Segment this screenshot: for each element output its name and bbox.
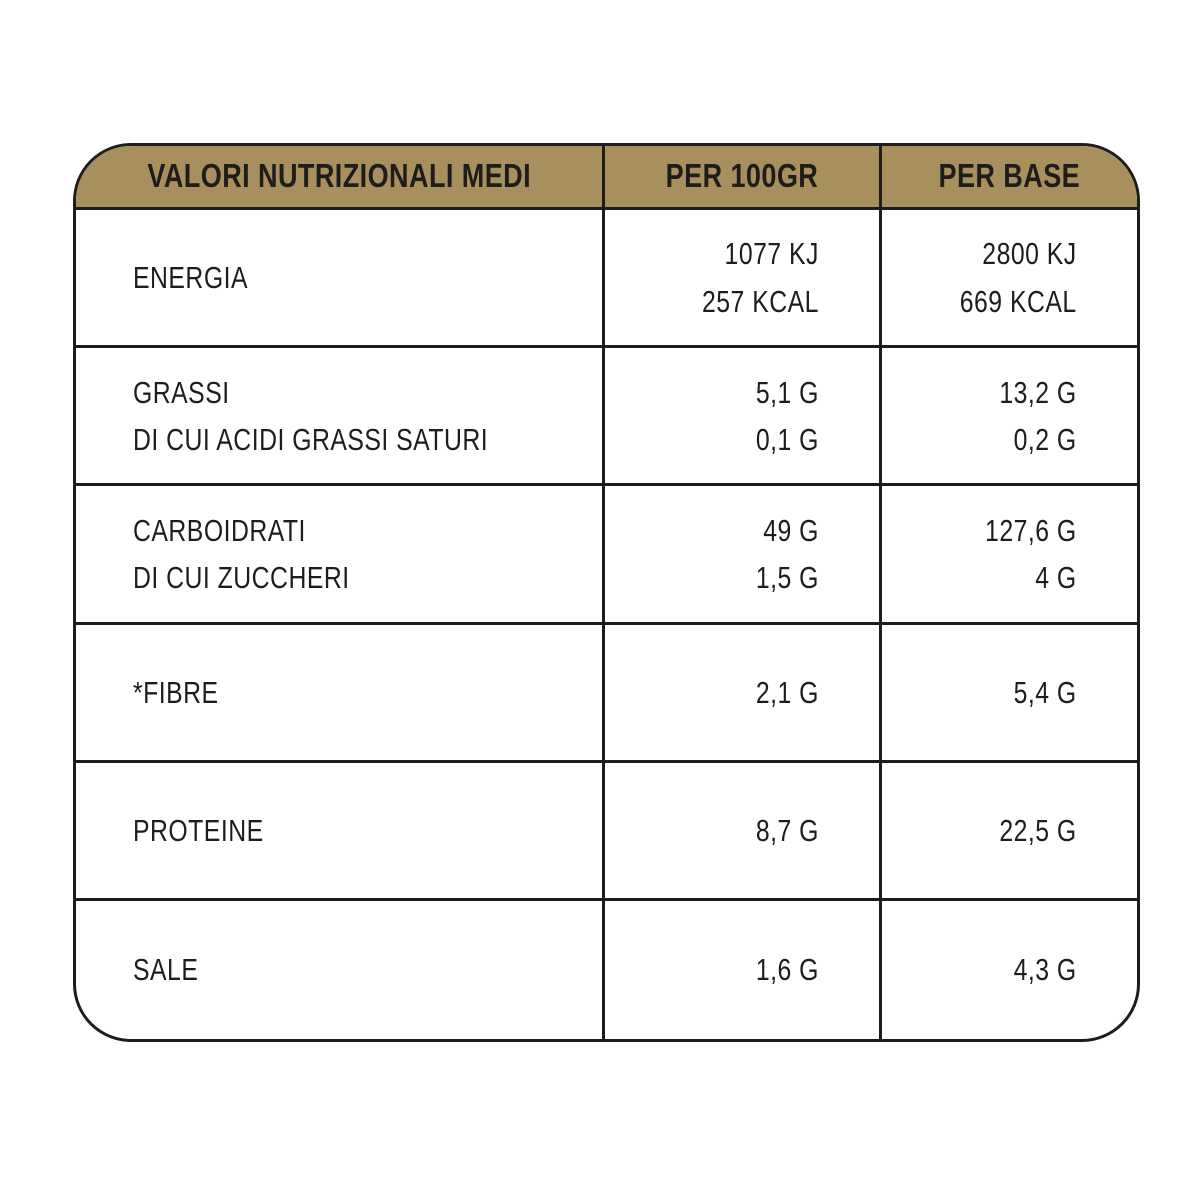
table-row-proteine-per-100gr: 8,7 G — [605, 762, 883, 901]
value-per-100gr: 5,1 G 0,1 G — [756, 374, 820, 457]
table-row-energia-per-base: 2800 KJ 669 KCAL — [882, 210, 1137, 349]
table-row-grassi-per-100gr: 5,1 G 0,1 G — [605, 348, 883, 487]
nutrient-label: SALE — [133, 952, 199, 988]
value-per-100gr: 8,7 G — [756, 812, 820, 848]
table-row-fibre-per-base: 5,4 G — [882, 625, 1137, 763]
table-row-grassi-label: GRASSI DI CUI ACIDI GRASSI SATURI — [76, 348, 606, 487]
table-row-grassi-per-base: 13,2 G 0,2 G — [882, 348, 1137, 487]
table-row-proteine-per-base: 22,5 G — [882, 763, 1137, 901]
table-row-fibre-per-100gr: 2,1 G — [605, 624, 883, 763]
nutrient-label: ENERGIA — [133, 260, 248, 296]
header-label-nutrients: VALORI NUTRIZIONALI MEDI — [147, 157, 532, 195]
header-label-per-100gr: PER 100GR — [666, 157, 819, 195]
value-per-base: 4,3 G — [1013, 952, 1077, 988]
table-row-carboidrati-label: CARBOIDRATI DI CUI ZUCCHERI — [76, 486, 606, 625]
value-per-base: 2800 KJ 669 KCAL — [960, 236, 1077, 319]
table-row-carboidrati-per-100gr: 49 G 1,5 G — [605, 486, 883, 625]
header-cell-per-100gr: PER 100GR — [605, 146, 883, 210]
nutrient-label: CARBOIDRATI DI CUI ZUCCHERI — [133, 512, 350, 595]
value-per-base: 13,2 G 0,2 G — [999, 374, 1077, 457]
nutrition-grid: VALORI NUTRIZIONALI MEDI PER 100GR PER B… — [76, 146, 1137, 1039]
value-per-base: 127,6 G 4 G — [985, 512, 1077, 595]
header-cell-per-base: PER BASE — [882, 146, 1137, 210]
nutrition-facts-table: VALORI NUTRIZIONALI MEDI PER 100GR PER B… — [73, 143, 1140, 1042]
table-row-sale-per-100gr: 1,6 G — [605, 900, 883, 1039]
nutrient-label: *FIBRE — [133, 674, 219, 710]
table-row-fibre-label: *FIBRE — [76, 624, 606, 763]
table-row-carboidrati-per-base: 127,6 G 4 G — [882, 486, 1137, 625]
header-label-per-base: PER BASE — [938, 157, 1081, 195]
value-per-100gr: 49 G 1,5 G — [756, 512, 820, 595]
value-per-100gr: 1,6 G — [756, 952, 820, 988]
table-row-energia-per-100gr: 1077 KJ 257 KCAL — [605, 210, 883, 349]
table-row-proteine-label: PROTEINE — [76, 762, 606, 901]
header-cell-nutrients: VALORI NUTRIZIONALI MEDI — [76, 146, 606, 210]
value-per-100gr: 2,1 G — [756, 674, 820, 710]
nutrient-label: PROTEINE — [133, 812, 264, 848]
table-row-sale-per-base: 4,3 G — [882, 901, 1137, 1039]
table-row-sale-label: SALE — [76, 900, 606, 1039]
value-per-100gr: 1077 KJ 257 KCAL — [702, 236, 820, 319]
value-per-base: 22,5 G — [999, 812, 1077, 848]
table-row-energia-label: ENERGIA — [76, 210, 606, 349]
nutrient-label: GRASSI DI CUI ACIDI GRASSI SATURI — [133, 374, 489, 457]
value-per-base: 5,4 G — [1013, 674, 1077, 710]
